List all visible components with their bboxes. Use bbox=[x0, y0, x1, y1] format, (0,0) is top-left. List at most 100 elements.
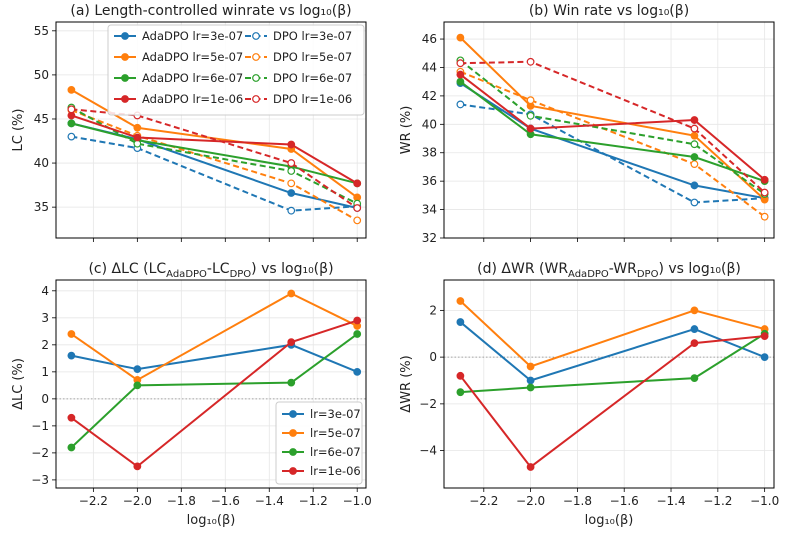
data-point bbox=[690, 374, 699, 383]
chart-title-part: (d) ΔWR (WR bbox=[477, 261, 568, 277]
legend-marker bbox=[121, 95, 129, 103]
data-point bbox=[690, 140, 699, 149]
y-tick-label: 34 bbox=[422, 203, 437, 217]
x-tick-label: −1.4 bbox=[656, 494, 685, 508]
y-tick-label: −2 bbox=[419, 397, 437, 411]
data-point bbox=[456, 297, 465, 305]
chart-title-part: AdaDPO bbox=[166, 269, 207, 280]
legend-marker bbox=[289, 448, 297, 456]
legend-label: lr=1e-06 bbox=[310, 464, 361, 478]
y-axis-label: ΔWR (%) bbox=[399, 355, 414, 412]
series-line bbox=[71, 114, 358, 185]
series-line bbox=[71, 109, 358, 222]
chart-title: (d) ΔWR (WRAdaDPO-WRDPO) vs log₁₀(β) bbox=[477, 261, 741, 280]
legend-marker bbox=[252, 32, 260, 40]
series-line bbox=[459, 335, 765, 469]
data-point bbox=[526, 383, 535, 392]
y-tick-label: 0 bbox=[41, 392, 49, 406]
y-tick-label: 3 bbox=[41, 311, 49, 325]
data-point bbox=[67, 85, 76, 94]
chart-title-part: DPO bbox=[230, 269, 252, 280]
data-point bbox=[287, 179, 296, 188]
data-point bbox=[526, 362, 535, 371]
legend-label: AdaDPO lr=6e-07 bbox=[142, 71, 243, 85]
series-line bbox=[460, 70, 766, 218]
x-tick-label: −1.6 bbox=[610, 494, 639, 508]
y-tick-label: −4 bbox=[419, 444, 437, 458]
legend-marker bbox=[289, 467, 297, 475]
data-point bbox=[526, 96, 535, 105]
y-tick-label: −3 bbox=[31, 473, 49, 487]
y-axis-label: LC (%) bbox=[11, 109, 26, 152]
data-point bbox=[690, 160, 699, 169]
data-point bbox=[526, 111, 535, 120]
y-tick-label: 0 bbox=[429, 350, 437, 364]
data-point bbox=[67, 105, 76, 114]
x-axis-label: log₁₀(β) bbox=[187, 513, 236, 528]
axes-frame bbox=[55, 21, 367, 239]
series-line bbox=[459, 73, 766, 181]
legend-box bbox=[107, 24, 365, 116]
data-point bbox=[353, 179, 362, 188]
legend-marker bbox=[289, 410, 297, 418]
data-point bbox=[133, 123, 142, 132]
axes-frame bbox=[443, 21, 775, 239]
data-point bbox=[133, 381, 142, 390]
chart-d: −2.2 −2.0 −1.8 −1.6 −1.4 −1.2 −1.0 −4 −2 0 2 ΔWR (%… bbox=[399, 261, 779, 528]
chart-a: 35 40 45 50 55 LC (%) (a) Length-controlled wi… bbox=[11, 3, 367, 242]
legend-label: AdaDPO lr=5e-07 bbox=[142, 50, 243, 64]
series-line bbox=[460, 60, 766, 194]
legend-marker bbox=[121, 53, 129, 61]
series-line bbox=[459, 300, 765, 368]
legend-marker bbox=[252, 74, 260, 82]
data-point bbox=[526, 57, 535, 66]
series-line bbox=[459, 36, 766, 201]
series-line bbox=[460, 332, 766, 394]
chart-title-part: DPO bbox=[637, 269, 659, 280]
series-line bbox=[70, 292, 358, 382]
data-point bbox=[690, 198, 699, 207]
data-point bbox=[67, 413, 76, 422]
data-point bbox=[690, 325, 699, 333]
data-point bbox=[133, 462, 142, 471]
x-tick-label: −1.4 bbox=[255, 494, 284, 508]
y-tick-label: 46 bbox=[422, 32, 437, 46]
series-line bbox=[71, 343, 358, 373]
series-line bbox=[459, 82, 765, 200]
data-point bbox=[353, 204, 362, 212]
chart-title-part: -WR bbox=[609, 261, 637, 277]
data-point bbox=[690, 339, 699, 348]
series-line bbox=[70, 333, 358, 449]
axes-frame bbox=[55, 279, 367, 489]
x-tick-label: −2.2 bbox=[79, 494, 108, 508]
legend-marker bbox=[121, 32, 129, 40]
y-tick-label: 1 bbox=[41, 365, 49, 379]
data-point bbox=[760, 175, 769, 184]
legend-box bbox=[275, 401, 363, 485]
data-point bbox=[456, 388, 465, 397]
data-point bbox=[287, 338, 296, 347]
x-axis-label: log₁₀(β) bbox=[585, 513, 634, 528]
x-tick-label: −1.2 bbox=[703, 494, 732, 508]
x-tick-label: −1.8 bbox=[167, 494, 196, 508]
series-line bbox=[459, 321, 766, 382]
data-point bbox=[133, 133, 142, 142]
y-tick-label: 55 bbox=[34, 24, 49, 38]
data-point bbox=[287, 289, 296, 298]
data-point bbox=[526, 463, 535, 471]
legend-label: DPO lr=3e-07 bbox=[273, 29, 352, 43]
data-point bbox=[760, 353, 769, 362]
x-tick-label: −1.0 bbox=[750, 494, 779, 508]
data-point bbox=[690, 306, 699, 315]
x-tick-label: −2.2 bbox=[469, 494, 498, 508]
chart-title: (c) ΔLC (LCAdaDPO-LCDPO) vs log₁₀(β) bbox=[88, 261, 333, 280]
data-point bbox=[67, 443, 76, 452]
chart-title-part: AdaDPO bbox=[568, 269, 609, 280]
legend-label: lr=3e-07 bbox=[310, 407, 361, 421]
y-tick-label: 45 bbox=[34, 112, 49, 126]
data-point bbox=[456, 318, 465, 326]
data-point bbox=[760, 332, 769, 340]
legend-label: DPO lr=6e-07 bbox=[273, 71, 352, 85]
data-point bbox=[287, 159, 296, 167]
data-point bbox=[456, 59, 465, 68]
